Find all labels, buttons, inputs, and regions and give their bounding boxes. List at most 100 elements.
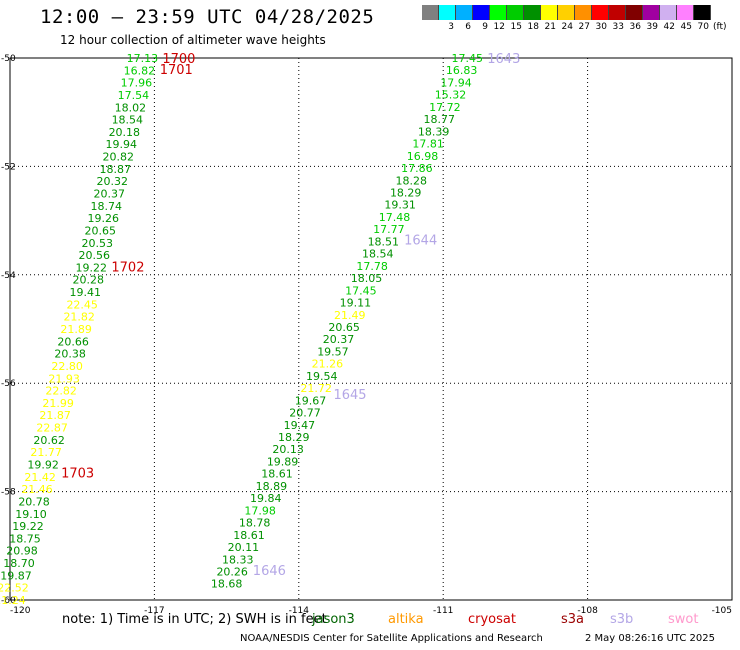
y-tick-label: -58	[1, 488, 16, 498]
wave-height-label: 22.82	[45, 385, 77, 398]
x-tick-label: -108	[577, 606, 598, 616]
wave-height-label: 20.11	[228, 541, 260, 554]
wave-height-label: 17.98	[244, 504, 276, 517]
color-scale-swatch	[643, 5, 660, 20]
color-scale-label: 21	[544, 22, 556, 32]
plot-frame	[9, 57, 733, 601]
wave-height-label: 19.31	[384, 199, 416, 212]
color-scale-swatch	[422, 5, 439, 20]
wave-height-label: 18.39	[418, 125, 450, 138]
footnote: note: 1) Time is in UTC; 2) SWH is in fe…	[62, 612, 327, 627]
wave-height-label: 19.47	[284, 419, 316, 432]
color-scale-swatch	[575, 5, 592, 20]
wave-height-label: 20.37	[323, 333, 355, 346]
wave-height-label: 21.49	[334, 309, 366, 322]
wave-height-label: 21.82	[63, 311, 95, 324]
wave-height-label: 17.94	[440, 76, 472, 89]
wave-height-label: 19.89	[267, 455, 299, 468]
wave-height-label: 20.28	[72, 274, 104, 287]
wave-height-label: 20.65	[85, 224, 117, 237]
wave-height-label: 17.96	[121, 77, 153, 90]
chart-title: 12:00 – 23:59 UTC 04/28/2025	[40, 6, 375, 28]
color-scale-swatch	[592, 5, 609, 20]
color-scale-swatch	[490, 5, 507, 20]
wave-height-label: 19.10	[15, 508, 47, 521]
generated-timestamp: 2 May 08:26:16 UTC 2025	[585, 633, 715, 644]
wave-height-label: 17.48	[379, 211, 411, 224]
wave-height-label: 21.99	[42, 397, 74, 410]
wave-height-label: 20.32	[97, 175, 129, 188]
color-scale-unit: (ft)	[713, 22, 727, 32]
chart-subtitle: 12 hour collection of altimeter wave hei…	[60, 33, 326, 47]
wave-height-label: 18.29	[278, 431, 310, 444]
color-scale-label: 6	[465, 22, 471, 32]
pass-time-label: 1703	[61, 467, 94, 482]
wave-height-label: 17.77	[373, 223, 405, 236]
wave-height-label: 19.11	[340, 297, 372, 310]
color-scale-swatch	[439, 5, 456, 20]
color-scale-swatch	[660, 5, 677, 20]
wave-height-label: 18.02	[115, 101, 147, 114]
color-scale-label: 27	[578, 22, 590, 32]
wave-height-label: 17.78	[356, 260, 388, 273]
y-tick-label: -50	[1, 54, 16, 64]
wave-height-label: 18.61	[261, 468, 293, 481]
wave-height-label: 18.54	[362, 248, 394, 261]
wave-height-label: 19.94	[106, 138, 138, 151]
x-tick-label: -120	[10, 606, 31, 616]
y-tick-label: -52	[1, 162, 16, 172]
wave-height-label: 17.13	[127, 52, 159, 65]
color-scale-swatch	[626, 5, 643, 20]
legend-jason3: jason3	[312, 612, 355, 627]
color-scale-swatch	[541, 5, 558, 20]
wave-height-label: 19.87	[0, 569, 32, 582]
wave-height-label: 19.22	[12, 520, 44, 533]
wave-height-label: 20.77	[289, 407, 321, 420]
color-scale-label: 30	[595, 22, 607, 32]
x-tick-label: -114	[289, 606, 310, 616]
wave-height-label: 18.28	[396, 174, 428, 187]
color-scale-legend: 3 6 9 12 15 18 21 24 27 30 33 36 39 42 45 70 (ft)	[422, 5, 727, 32]
wave-height-label: 21.93	[48, 372, 80, 385]
pass-time-label: 1644	[404, 234, 437, 249]
wave-height-label: 21.89	[60, 323, 92, 336]
color-scale-label: 15	[510, 22, 522, 32]
wave-height-label: 20.82	[103, 151, 135, 164]
color-scale-swatches	[422, 5, 727, 20]
wave-height-label: 19.54	[306, 370, 338, 383]
color-scale-swatch	[507, 5, 524, 20]
wave-height-label: 17.81	[412, 138, 444, 151]
color-scale-label: 18	[527, 22, 539, 32]
wave-height-label: 16.83	[446, 64, 478, 77]
wave-height-label: 18.61	[233, 529, 265, 542]
wave-height-label: 22.87	[36, 422, 68, 435]
wave-height-label: 21.42	[24, 471, 56, 484]
y-tick-label: -54	[1, 271, 16, 281]
wave-height-label: 22.80	[51, 360, 83, 373]
credit-line: NOAA/NESDIS Center for Satellite Applica…	[240, 633, 543, 644]
wave-height-label: 19.26	[88, 212, 120, 225]
pass-time-label: 1643	[487, 52, 520, 67]
wave-height-label: 16.82	[124, 64, 156, 77]
color-scale-label: 33	[612, 22, 624, 32]
x-tick-label: -117	[144, 606, 164, 616]
wave-height-label: 18.54	[112, 114, 144, 127]
color-scale-swatch	[473, 5, 490, 20]
wave-height-label: 19.92	[27, 459, 59, 472]
color-scale-swatch	[677, 5, 694, 20]
wave-height-label: 20.66	[57, 335, 89, 348]
color-scale-swatch	[609, 5, 626, 20]
wave-height-label: 19.57	[317, 345, 349, 358]
wave-height-label: 20.62	[33, 434, 65, 447]
wave-height-label: 18.78	[239, 517, 271, 530]
wave-height-label: 20.98	[6, 545, 38, 558]
wave-height-label: 15.32	[435, 89, 467, 102]
wave-height-label: 21.87	[39, 409, 71, 422]
wave-height-label: 22.45	[66, 298, 98, 311]
wave-height-label: 18.68	[211, 578, 243, 591]
wave-height-label: 17.45	[345, 284, 377, 297]
wave-height-label: 18.87	[100, 163, 132, 176]
wave-height-label: 17.86	[401, 162, 433, 175]
wave-height-label: 20.26	[216, 566, 248, 579]
